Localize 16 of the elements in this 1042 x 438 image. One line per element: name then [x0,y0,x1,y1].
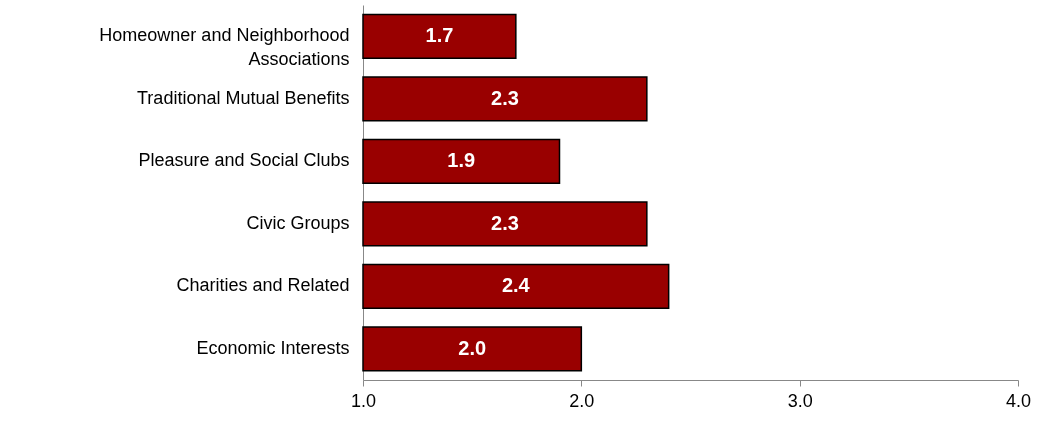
data-label: 2.4 [501,274,531,297]
y-tick-label: Homeowner and Neighborhood Associations [99,25,350,70]
y-tick-label: Pleasure and Social Clubs [138,150,350,171]
data-label: 2.3 [491,86,519,109]
data-label: 2.3 [491,211,519,234]
y-tick-label: Traditional Mutual Benefits [137,87,350,108]
x-tick-label: 4.0 [1005,390,1032,411]
x-tick-label: 2.0 [569,390,595,411]
y-tick-label: Civic Groups [246,212,350,233]
data-label: 2.0 [458,336,487,359]
y-tick-label: Economic Interests [196,337,350,358]
x-tick-label: 1.0 [350,390,377,411]
y-tick-label: Charities and Related [176,275,350,296]
data-label: 1.9 [447,149,476,172]
data-label: 1.7 [425,24,454,47]
x-tick-label: 3.0 [787,390,813,411]
